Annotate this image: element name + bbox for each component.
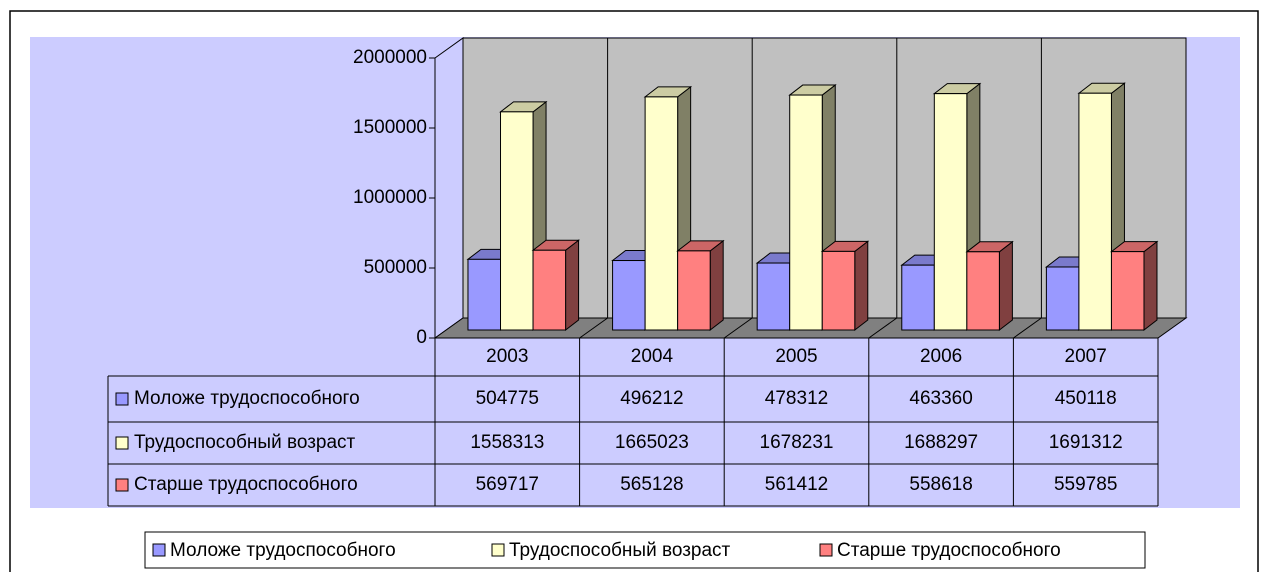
y-tick-label: 1500000 bbox=[353, 117, 427, 138]
legend-label: Трудоспособный возраст bbox=[509, 540, 731, 561]
bar bbox=[676, 239, 725, 332]
table-legend-swatch bbox=[115, 436, 129, 450]
bar-front bbox=[1078, 92, 1112, 331]
table-header: 2005 bbox=[775, 346, 817, 367]
table-cell: 463360 bbox=[909, 388, 972, 409]
y-tick-label: 500000 bbox=[364, 257, 427, 278]
floor-divider bbox=[868, 317, 898, 339]
bar bbox=[1109, 240, 1159, 332]
legend-box bbox=[144, 531, 1146, 569]
table-header: 2007 bbox=[1065, 346, 1107, 367]
table-cell: 1558313 bbox=[470, 432, 544, 453]
table-cell: 561412 bbox=[765, 474, 828, 495]
y-tick-label: 1000000 bbox=[353, 187, 427, 208]
bar-front bbox=[677, 250, 711, 331]
bar-side bbox=[709, 239, 724, 332]
floor-divider bbox=[1013, 317, 1042, 339]
table-header: 2004 bbox=[631, 346, 674, 367]
table-cell: 1691312 bbox=[1049, 432, 1123, 453]
legend-swatch bbox=[491, 543, 505, 557]
table-cell: 558618 bbox=[909, 474, 972, 495]
legend-swatch bbox=[152, 543, 166, 557]
bar bbox=[820, 240, 870, 332]
bar-side bbox=[565, 239, 580, 332]
bar-side bbox=[854, 240, 869, 332]
bar-front bbox=[644, 96, 679, 331]
bar-front bbox=[756, 262, 791, 331]
floor-divider bbox=[579, 317, 608, 339]
bar-front bbox=[532, 249, 567, 331]
table-row-label: Старше трудоспособного bbox=[134, 474, 358, 495]
table-cell: 496212 bbox=[620, 388, 683, 409]
bar-front bbox=[821, 250, 856, 331]
bar-front bbox=[1045, 266, 1080, 331]
bar-front bbox=[966, 251, 1000, 331]
table-cell: 565128 bbox=[620, 474, 683, 495]
table-cell: 1665023 bbox=[615, 432, 689, 453]
table-row-label: Моложе трудоспособного bbox=[134, 388, 360, 409]
y-tick-label: 2000000 bbox=[353, 47, 427, 68]
floor-divider bbox=[723, 317, 753, 339]
table-cell: 569717 bbox=[476, 474, 539, 495]
bar bbox=[1077, 82, 1126, 332]
bar-front bbox=[612, 260, 646, 331]
legend-swatch bbox=[819, 543, 833, 557]
bar-front bbox=[467, 258, 502, 331]
table-cell: 1678231 bbox=[760, 432, 834, 453]
table-cell: 559785 bbox=[1054, 474, 1117, 495]
table-cell: 450118 bbox=[1055, 388, 1117, 409]
bar-front bbox=[901, 264, 935, 331]
y-tick-label: 0 bbox=[416, 327, 427, 348]
table-header: 2006 bbox=[920, 346, 962, 367]
legend-label: Старше трудоспособного bbox=[837, 540, 1061, 561]
bar-front bbox=[1110, 251, 1145, 331]
bar-front bbox=[789, 94, 823, 331]
bar-front bbox=[933, 93, 968, 331]
table-legend-swatch bbox=[115, 392, 129, 406]
table-header: 2003 bbox=[486, 346, 528, 367]
table-row-label: Трудоспособный возраст bbox=[134, 432, 356, 453]
bar-side bbox=[998, 240, 1013, 332]
table-legend-swatch bbox=[115, 478, 129, 492]
bar bbox=[965, 240, 1014, 332]
table-cell: 478312 bbox=[765, 388, 828, 409]
bar bbox=[531, 239, 581, 332]
legend-label: Моложе трудоспособного bbox=[170, 540, 396, 561]
bar-front bbox=[500, 111, 534, 331]
bar-side bbox=[1143, 240, 1158, 332]
left-wall bbox=[434, 37, 464, 339]
table-cell: 1688297 bbox=[904, 432, 978, 453]
table-cell: 504775 bbox=[476, 388, 539, 409]
